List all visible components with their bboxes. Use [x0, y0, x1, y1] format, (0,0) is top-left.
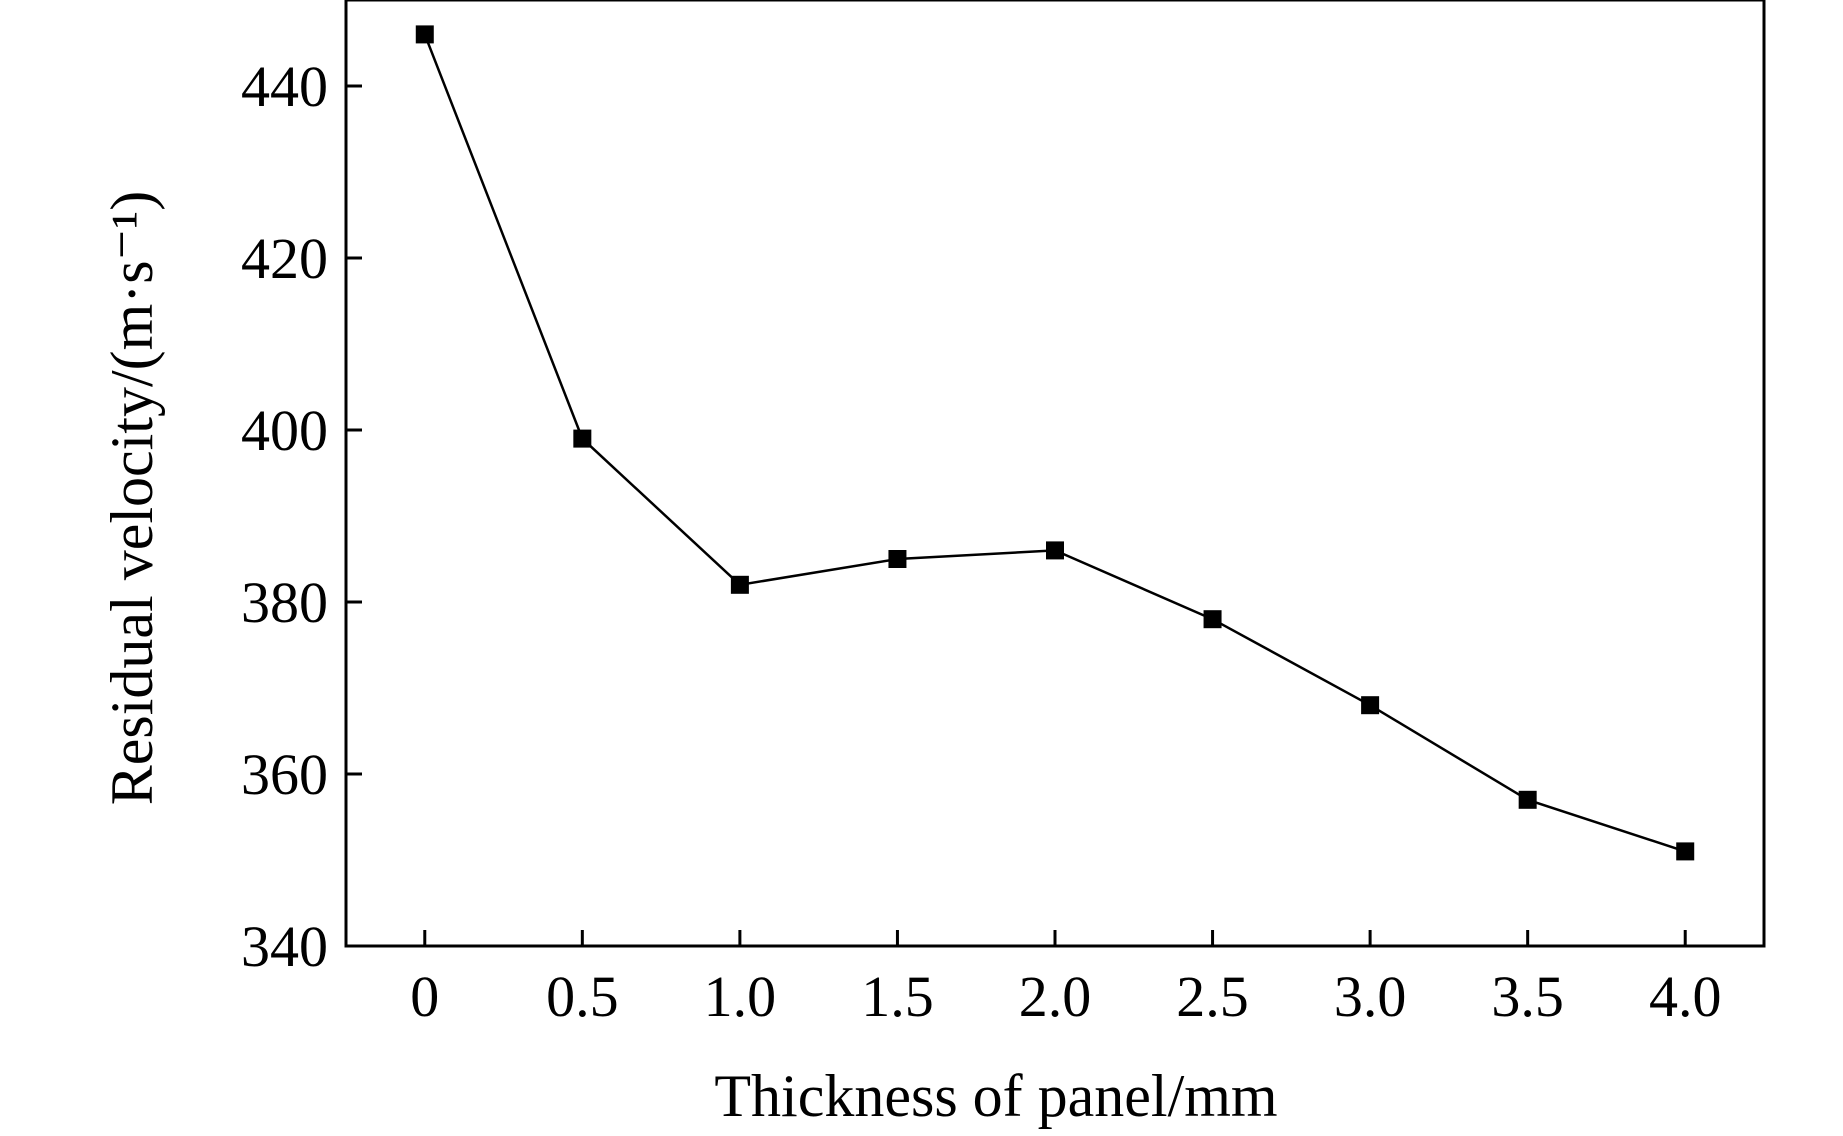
x-tick-label: 2.0: [1019, 964, 1092, 1029]
data-point: [1203, 610, 1222, 629]
x-tick-label: 4.0: [1649, 964, 1722, 1029]
data-point: [1046, 541, 1064, 560]
data-point: [573, 429, 592, 448]
data-point: [1518, 790, 1537, 809]
data-point: [415, 25, 434, 44]
x-axis-ticks: 0 0.5 1.0 1.5 2.0 2.5 3.0 3.5 4.0: [410, 930, 1721, 1029]
y-tick-label: 400: [241, 398, 328, 463]
y-tick-label: 420: [241, 226, 328, 291]
y-axis-ticks: 340 360 380 400 420 440: [241, 54, 362, 979]
x-tick-label: 0: [410, 964, 439, 1029]
y-tick-label: 440: [241, 54, 328, 119]
y-axis-title: Residual velocity/(m·s⁻¹): [99, 191, 165, 806]
x-tick-label: 3.5: [1491, 964, 1564, 1029]
data-point: [730, 575, 749, 594]
data-point: [888, 550, 907, 568]
plot-frame: [344, 0, 1766, 948]
x-tick-label: 1.5: [861, 964, 934, 1029]
data-point: [1361, 696, 1380, 715]
x-tick-label: 2.5: [1176, 964, 1249, 1029]
series-layer: [415, 25, 1695, 861]
x-tick-label: 0.5: [546, 964, 619, 1029]
x-tick-label: 1.0: [704, 964, 777, 1029]
y-tick-label: 380: [241, 570, 328, 635]
x-tick-label: 3.0: [1334, 964, 1407, 1029]
data-point: [1676, 842, 1695, 861]
x-axis-title: Thickness of panel/mm: [714, 1063, 1277, 1129]
y-tick-label: 360: [241, 742, 328, 807]
y-tick-label: 340: [241, 914, 328, 979]
series-line: [423, 33, 1686, 853]
